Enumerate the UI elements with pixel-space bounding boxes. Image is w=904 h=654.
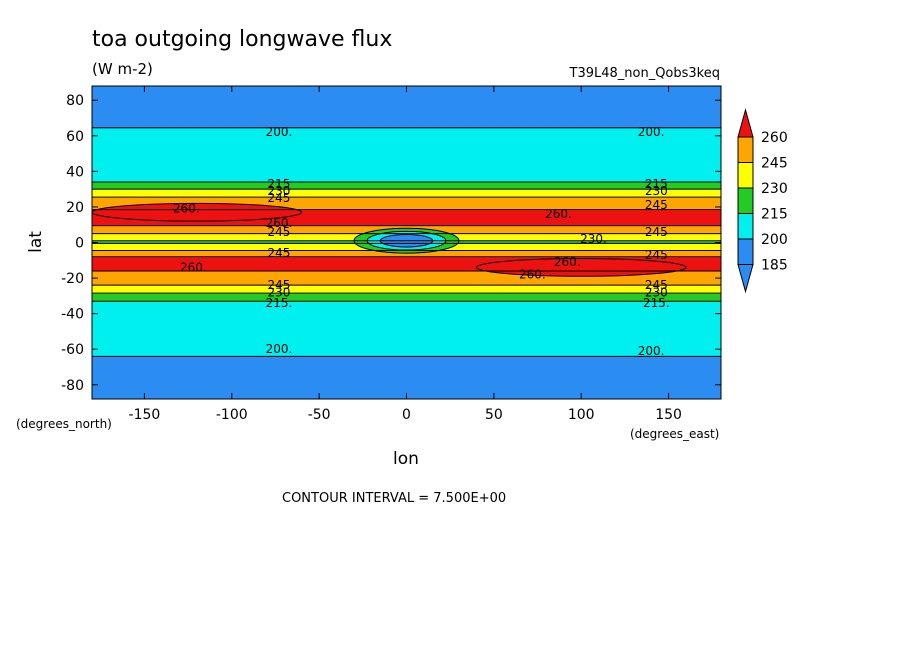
- plot-area: 200. 200.200. 200.215230245215230245260.26…: [92, 86, 721, 399]
- colorbar-segment: [737, 162, 754, 189]
- colorbar-segment: [737, 238, 754, 265]
- contour-label: 245: [267, 246, 290, 260]
- y-units-label: (degrees_north): [16, 417, 112, 431]
- contour-lines: [92, 127, 721, 357]
- x-tick-label: -100: [216, 407, 248, 423]
- color-band: [92, 182, 721, 190]
- contour-label: 230: [645, 184, 668, 198]
- x-tick-label: 0: [402, 407, 411, 423]
- x-tick-label: -150: [129, 407, 161, 423]
- y-tick-label: 40: [66, 164, 84, 180]
- contour-label: 230: [267, 285, 290, 299]
- contour-label: 260.: [266, 216, 293, 230]
- x-axis-ticks: -150 -100 -50 0 50 100 150: [129, 86, 682, 423]
- contour-label: 200.: [638, 344, 665, 358]
- color-band: [92, 250, 721, 258]
- y-tick-label: 80: [66, 93, 84, 109]
- contour-label: 245: [267, 278, 290, 292]
- chart-title: toa outgoing longwave flux: [92, 27, 392, 52]
- contour-labels: 200. 200.200. 200.215230245215230245260.26…: [173, 125, 670, 358]
- y-tick-label: 0: [75, 236, 84, 252]
- contour-label: 260.: [545, 207, 572, 221]
- colorbar-label: 230: [761, 181, 788, 197]
- contour-label: 260.: [519, 268, 546, 282]
- contour-label: 245: [267, 191, 290, 205]
- contour-label: 200.: [638, 125, 665, 139]
- color-band: [92, 293, 721, 302]
- units-label: (W m-2): [92, 60, 153, 78]
- contour-label: 200.: [266, 342, 293, 356]
- contour-label: 230: [645, 285, 668, 299]
- contour-label: 260.: [554, 255, 581, 269]
- x-tick-label: -50: [308, 407, 331, 423]
- contour-interval-note: CONTOUR INTERVAL = 7.500E+00: [282, 491, 506, 506]
- y-tick-label: 20: [66, 200, 84, 216]
- color-band: [92, 86, 721, 129]
- colorbar-segment: [737, 187, 754, 214]
- y-tick-label: 60: [66, 129, 84, 145]
- contour-label: 230: [267, 184, 290, 198]
- contour-label: 245: [645, 278, 668, 292]
- contour-label: 230.: [580, 232, 607, 246]
- x-axis-label: lon: [393, 449, 419, 469]
- colorbar-label: 185: [761, 258, 788, 274]
- contour-label: 260.: [180, 260, 207, 274]
- contour-label: 215.: [643, 296, 670, 310]
- y-tick-label: -20: [61, 271, 84, 287]
- colorbar: 260 245 230 215 200 185: [737, 108, 788, 294]
- color-band: [92, 301, 721, 357]
- colorbar-label: 215: [761, 207, 788, 223]
- x-tick-label: 100: [568, 407, 595, 423]
- colorbar-label: 200: [761, 232, 788, 248]
- maximum-region: [475, 258, 687, 277]
- contour-label: 245: [645, 198, 668, 212]
- x-units-label: (degrees_east): [630, 427, 719, 441]
- y-tick-label: -40: [61, 307, 84, 323]
- x-tick-label: 150: [655, 407, 682, 423]
- y-tick-label: -80: [61, 378, 84, 394]
- color-band: [92, 189, 721, 198]
- contour-label: 200.: [266, 125, 293, 139]
- contour-label: 245: [267, 225, 290, 239]
- color-band: [92, 127, 721, 183]
- experiment-label: T39L48_non_Qobs3keq: [569, 66, 721, 81]
- colorbar-segment: [737, 213, 754, 240]
- y-axis-ticks: -80 -60 -40 -20 0 20 40 60 80: [61, 93, 721, 394]
- colorbar-label: 245: [761, 156, 788, 172]
- color-band: [92, 356, 721, 399]
- colorbar-segment: [737, 264, 754, 294]
- contour-label: 245: [645, 225, 668, 239]
- colorbar-segment: [737, 108, 754, 138]
- colorbar-segment: [737, 136, 754, 163]
- color-band: [92, 285, 721, 294]
- y-tick-label: -60: [61, 342, 84, 358]
- maximum-region: [92, 202, 303, 222]
- contour-label: 215.: [266, 296, 293, 310]
- x-tick-label: 50: [485, 407, 503, 423]
- contour-label: 260.: [173, 202, 200, 216]
- contour-label: 215: [267, 177, 290, 191]
- y-axis-label: lat: [26, 231, 46, 253]
- colorbar-label: 260: [761, 130, 788, 146]
- contour-label: 245: [645, 248, 668, 262]
- contour-label: 215: [645, 177, 668, 191]
